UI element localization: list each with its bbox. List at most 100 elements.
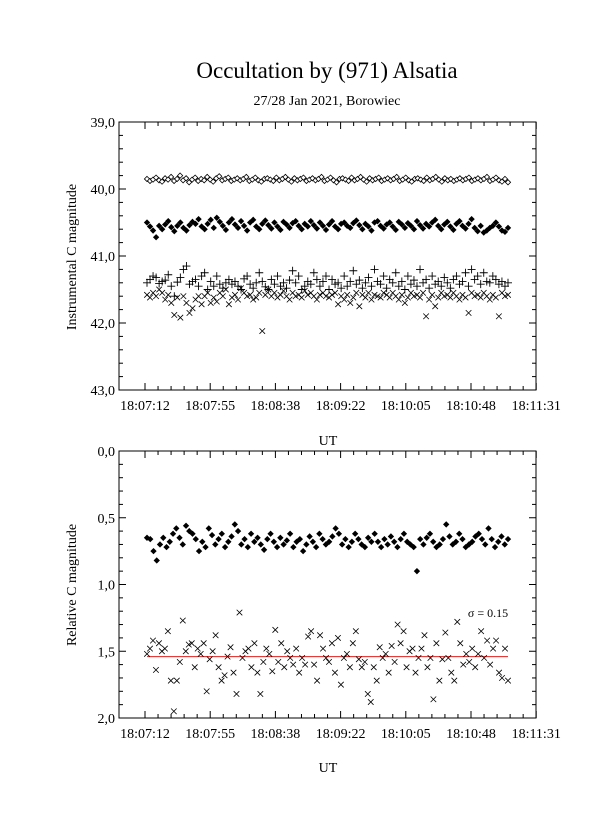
cross-point	[210, 294, 217, 301]
cross-point	[463, 650, 470, 658]
filled-diamond-point	[462, 225, 469, 232]
cross-point	[472, 664, 479, 671]
filled-diamond-point	[303, 541, 310, 548]
plus-point	[416, 265, 425, 274]
filled-diamond-point	[401, 224, 409, 232]
cross-point	[194, 645, 201, 652]
filled-diamond-point	[260, 546, 268, 553]
filled-diamond-point	[240, 222, 248, 230]
open-diamond-point	[495, 177, 503, 184]
filled-diamond-point	[192, 220, 199, 228]
filled-diamond-point	[322, 541, 330, 548]
filled-diamond-point	[325, 221, 333, 228]
cross-point	[322, 654, 330, 662]
cross-point	[269, 668, 276, 675]
cross-point	[374, 293, 381, 300]
cross-point	[361, 658, 368, 666]
cross-point	[427, 654, 434, 662]
cross-point	[498, 674, 506, 682]
filled-diamond-point	[225, 219, 233, 226]
filled-diamond-point	[469, 538, 476, 545]
plus-point	[406, 280, 415, 289]
cross-point	[358, 664, 365, 671]
plus-point	[343, 282, 352, 291]
cross-point	[247, 291, 254, 298]
cross-point	[365, 289, 372, 296]
open-diamond-point	[465, 174, 473, 181]
plus-point	[403, 272, 412, 281]
cross-point	[293, 645, 300, 652]
filled-diamond-point	[168, 224, 175, 231]
cross-point	[495, 669, 503, 676]
plus-point	[200, 268, 209, 277]
cross-point	[230, 669, 237, 676]
cross-point	[281, 664, 288, 671]
filled-diamond-point	[478, 535, 486, 543]
cross-point	[328, 291, 336, 298]
filled-diamond-point	[304, 223, 311, 230]
cross-point	[484, 637, 491, 644]
top-x-tick-label: 18:10:48	[446, 399, 496, 414]
filled-diamond-point	[163, 543, 170, 551]
filled-diamond-point	[218, 530, 225, 537]
cross-point	[231, 291, 239, 298]
filled-diamond-point	[250, 216, 257, 223]
open-diamond-point	[167, 173, 175, 181]
cross-point	[272, 626, 279, 633]
plus-point	[458, 277, 467, 286]
filled-diamond-point	[436, 541, 443, 548]
top-x-tick-label: 18:07:12	[120, 399, 170, 414]
cross-point	[325, 658, 333, 666]
cross-point	[183, 299, 190, 306]
plus-point	[491, 275, 500, 284]
cross-point	[469, 645, 476, 652]
cross-point	[143, 650, 151, 658]
cross-point	[341, 296, 348, 303]
filled-diamond-point	[283, 221, 290, 228]
filled-diamond-point	[334, 226, 342, 233]
filled-diamond-point	[341, 219, 348, 226]
open-diamond-point	[210, 178, 217, 185]
cross-point	[492, 294, 499, 301]
cross-point	[418, 645, 425, 652]
plus-point	[218, 284, 227, 293]
open-diamond-point	[393, 173, 400, 181]
cross-point	[225, 301, 232, 308]
filled-diamond-point	[368, 227, 375, 234]
filled-diamond-point	[274, 223, 281, 230]
filled-diamond-point	[465, 541, 473, 548]
plus-point	[267, 275, 276, 284]
cross-point	[346, 664, 353, 671]
cross-point	[209, 648, 216, 655]
plus-point	[434, 277, 443, 286]
cross-point	[319, 645, 327, 652]
filled-diamond-point	[443, 521, 450, 528]
open-diamond-point	[456, 175, 464, 182]
open-diamond-point	[333, 179, 340, 186]
cross-point	[299, 654, 306, 662]
filled-diamond-point	[160, 534, 167, 541]
cross-point	[195, 293, 202, 300]
cross-point	[371, 291, 378, 298]
cross-point	[504, 677, 512, 684]
filled-diamond-point	[471, 224, 478, 232]
filled-diamond-point	[335, 530, 343, 537]
bottom-y-tick-label: 1,0	[98, 579, 116, 594]
cross-point	[435, 294, 442, 301]
filled-diamond-point	[212, 541, 219, 548]
filled-diamond-point	[332, 525, 339, 532]
filled-diamond-point	[147, 535, 154, 543]
open-diamond-point	[363, 178, 370, 185]
cross-point	[207, 299, 214, 306]
plus-point	[306, 280, 315, 289]
open-diamond-point	[438, 178, 445, 185]
cross-point	[212, 632, 219, 639]
cross-point	[481, 654, 488, 662]
bottom-x-tick-label: 18:07:12	[120, 727, 170, 742]
cross-point	[275, 658, 282, 666]
filled-diamond-point	[213, 214, 220, 221]
cross-point	[433, 640, 440, 647]
filled-diamond-point	[447, 223, 454, 230]
cross-point	[382, 650, 389, 658]
filled-diamond-point	[313, 225, 321, 232]
